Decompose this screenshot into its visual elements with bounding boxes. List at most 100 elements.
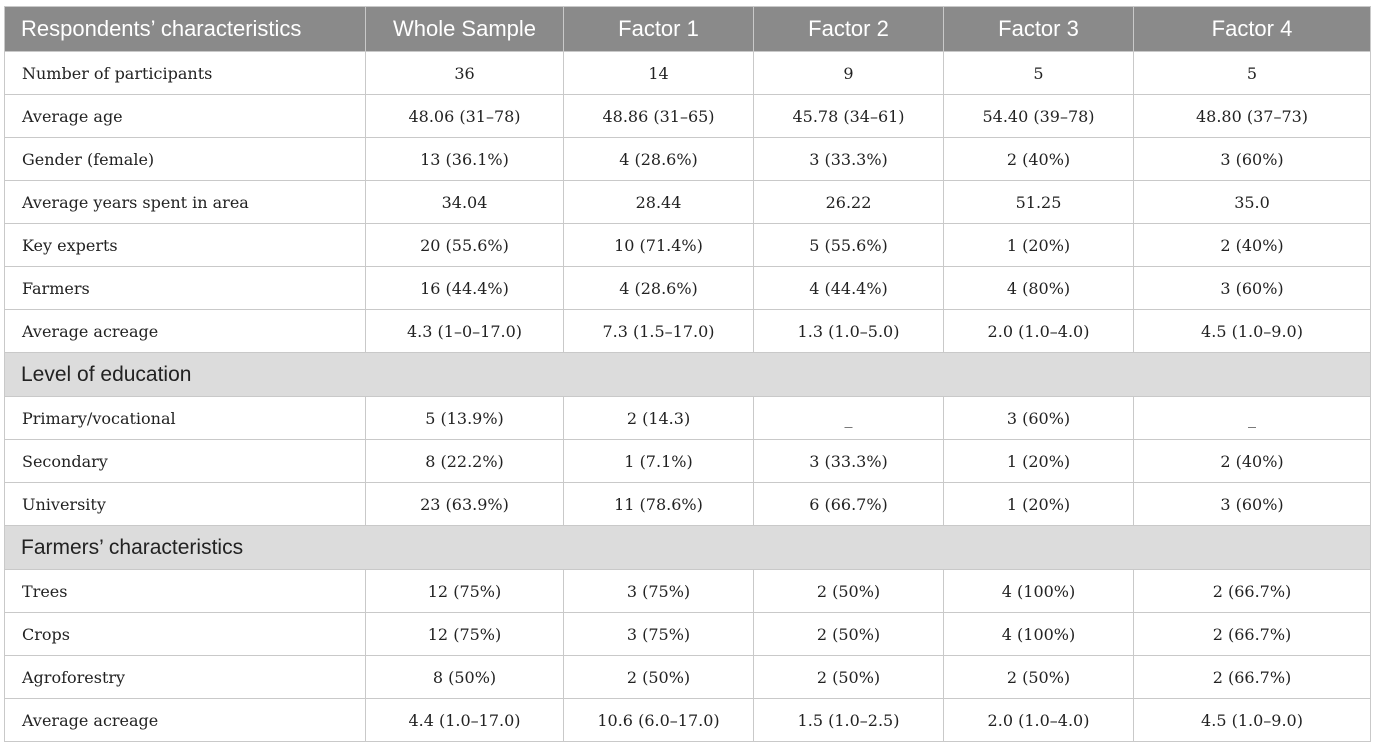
table-row: Farmers 16 (44.4%) 4 (28.6%) 4 (44.4%) 4 (80… — [4, 266, 1371, 310]
table-row: Average acreage 4.3 (1–0–17.0) 7.3 (1.5–17… — [4, 309, 1371, 353]
table-cell: 5 (13.9%) — [365, 396, 564, 440]
table-cell: 3 (33.3%) — [753, 439, 944, 483]
characteristics-table: Respondents’ characteristics Whole Sampl… — [4, 6, 1371, 742]
table-cell: 3 (60%) — [1133, 137, 1371, 181]
table-cell: 14 — [563, 51, 754, 95]
table-row: Key experts 20 (55.6%) 10 (71.4%) 5 (55.6%)… — [4, 223, 1371, 267]
table-cell: 2 (14.3) — [563, 396, 754, 440]
table-cell: 4 (80%) — [943, 266, 1134, 310]
header-row: Respondents’ characteristics Whole Sampl… — [4, 6, 1371, 52]
table-cell: 8 (50%) — [365, 655, 564, 699]
table-cell: _ — [753, 396, 944, 440]
table-cell: 2 (40%) — [1133, 223, 1371, 267]
table-cell: 4 (44.4%) — [753, 266, 944, 310]
row-label: Average acreage — [4, 698, 366, 742]
row-label: Agroforestry — [4, 655, 366, 699]
row-label: Average age — [4, 94, 366, 138]
table-cell: 1.3 (1.0–5.0) — [753, 309, 944, 353]
table-cell: 28.44 — [563, 180, 754, 224]
section-row: Level of education — [4, 352, 1371, 397]
table-cell: 23 (63.9%) — [365, 482, 564, 526]
table-cell: 2 (66.7%) — [1133, 612, 1371, 656]
table-cell: 12 (75%) — [365, 612, 564, 656]
table-cell: 3 (60%) — [1133, 482, 1371, 526]
row-label: Crops — [4, 612, 366, 656]
table-cell: 8 (22.2%) — [365, 439, 564, 483]
section-heading: Level of education — [4, 352, 1371, 397]
table-cell: 48.80 (37–73) — [1133, 94, 1371, 138]
table-cell: 35.0 — [1133, 180, 1371, 224]
table-cell: 2 (40%) — [943, 137, 1134, 181]
table-cell: 3 (60%) — [943, 396, 1134, 440]
table-cell: 2 (66.7%) — [1133, 569, 1371, 613]
row-label: Key experts — [4, 223, 366, 267]
table-cell: 2 (50%) — [753, 612, 944, 656]
table-cell: 4.3 (1–0–17.0) — [365, 309, 564, 353]
section-heading: Farmers’ characteristics — [4, 525, 1371, 570]
row-label: Trees — [4, 569, 366, 613]
row-label: Number of participants — [4, 51, 366, 95]
table-cell: 7.3 (1.5–17.0) — [563, 309, 754, 353]
section-row: Farmers’ characteristics — [4, 525, 1371, 570]
table-cell: _ — [1133, 396, 1371, 440]
table-cell: 10 (71.4%) — [563, 223, 754, 267]
table-cell: 45.78 (34–61) — [753, 94, 944, 138]
table-cell: 4.4 (1.0–17.0) — [365, 698, 564, 742]
table-cell: 4 (100%) — [943, 569, 1134, 613]
table-cell: 16 (44.4%) — [365, 266, 564, 310]
table-cell: 11 (78.6%) — [563, 482, 754, 526]
table-cell: 1 (20%) — [943, 439, 1134, 483]
table-row: Number of participants 36 14 9 5 5 — [4, 51, 1371, 95]
table-cell: 48.86 (31–65) — [563, 94, 754, 138]
column-header: Respondents’ characteristics — [4, 6, 366, 52]
table-cell: 36 — [365, 51, 564, 95]
table-row: Agroforestry 8 (50%) 2 (50%) 2 (50%) 2 (50%)… — [4, 655, 1371, 699]
table-row: University 23 (63.9%) 11 (78.6%) 6 (66.7%) 1… — [4, 482, 1371, 526]
table-cell: 1.5 (1.0–2.5) — [753, 698, 944, 742]
table-row: Secondary 8 (22.2%) 1 (7.1%) 3 (33.3%) 1 (20… — [4, 439, 1371, 483]
table-row: Average age 48.06 (31–78) 48.86 (31–65) 45.… — [4, 94, 1371, 138]
table-cell: 10.6 (6.0–17.0) — [563, 698, 754, 742]
table-row: Trees 12 (75%) 3 (75%) 2 (50%) 4 (100%) 2 (66… — [4, 569, 1371, 613]
table-cell: 5 — [1133, 51, 1371, 95]
table-cell: 4 (28.6%) — [563, 137, 754, 181]
table-row: Gender (female) 13 (36.1%) 4 (28.6%) 3 (33.… — [4, 137, 1371, 181]
table-cell: 2 (50%) — [753, 569, 944, 613]
row-label: Secondary — [4, 439, 366, 483]
column-header: Factor 2 — [753, 6, 944, 52]
column-header: Factor 3 — [943, 6, 1134, 52]
table-body: Number of participants 36 14 9 5 5 Average age… — [4, 51, 1371, 742]
table-cell: 1 (20%) — [943, 223, 1134, 267]
row-label: Average acreage — [4, 309, 366, 353]
table-cell: 51.25 — [943, 180, 1134, 224]
table-cell: 2 (40%) — [1133, 439, 1371, 483]
table-cell: 2 (50%) — [753, 655, 944, 699]
table-cell: 2 (50%) — [943, 655, 1134, 699]
table-cell: 2.0 (1.0–4.0) — [943, 309, 1134, 353]
table-cell: 12 (75%) — [365, 569, 564, 613]
table-cell: 6 (66.7%) — [753, 482, 944, 526]
row-label: Average years spent in area — [4, 180, 366, 224]
table-row: Crops 12 (75%) 3 (75%) 2 (50%) 4 (100%) 2 (66… — [4, 612, 1371, 656]
table-cell: 20 (55.6%) — [365, 223, 564, 267]
table-cell: 2 (66.7%) — [1133, 655, 1371, 699]
row-label: University — [4, 482, 366, 526]
column-header: Factor 4 — [1133, 6, 1371, 52]
table-cell: 1 (7.1%) — [563, 439, 754, 483]
row-label: Farmers — [4, 266, 366, 310]
column-header: Factor 1 — [563, 6, 754, 52]
table-cell: 13 (36.1%) — [365, 137, 564, 181]
table-cell: 3 (75%) — [563, 612, 754, 656]
table-cell: 9 — [753, 51, 944, 95]
table-cell: 4 (100%) — [943, 612, 1134, 656]
table-cell: 34.04 — [365, 180, 564, 224]
table-cell: 1 (20%) — [943, 482, 1134, 526]
table-cell: 4 (28.6%) — [563, 266, 754, 310]
table-cell: 26.22 — [753, 180, 944, 224]
table-row: Primary/vocational 5 (13.9%) 2 (14.3) _ 3 (6… — [4, 396, 1371, 440]
row-label: Primary/vocational — [4, 396, 366, 440]
table-cell: 48.06 (31–78) — [365, 94, 564, 138]
table-row: Average years spent in area 34.04 28.44 26.… — [4, 180, 1371, 224]
table-row: Average acreage 4.4 (1.0–17.0) 10.6 (6.0–1… — [4, 698, 1371, 742]
table-cell: 2.0 (1.0–4.0) — [943, 698, 1134, 742]
